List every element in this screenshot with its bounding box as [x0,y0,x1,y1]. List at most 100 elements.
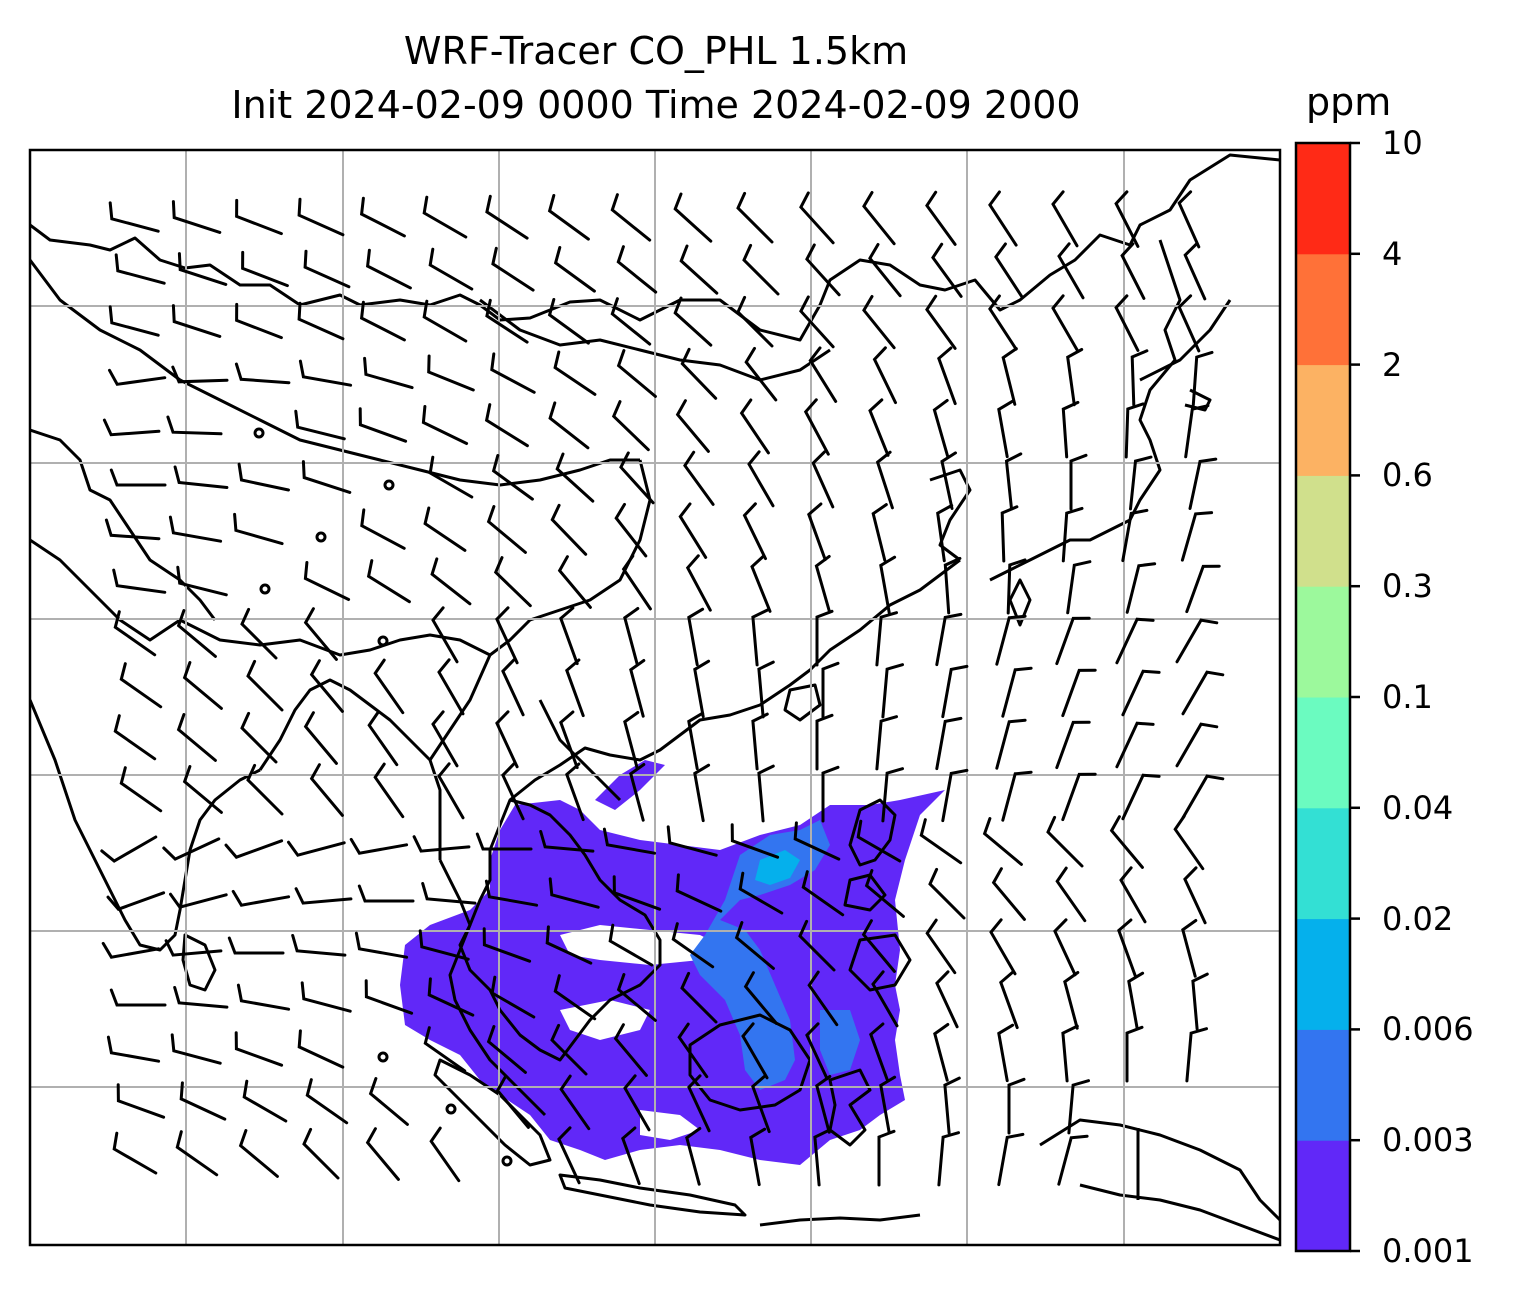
wind-barb [301,460,352,494]
wind-barb [303,711,338,765]
wind-barb [101,941,161,959]
wind-barb [559,1074,591,1131]
wind-barb [814,554,832,614]
map-title-line-1: WRF-Tracer CO_PHL 1.5km [403,29,909,73]
wind-barb [994,242,1024,299]
wind-barb [750,554,772,613]
wind-barb [730,823,780,859]
wind-barb [1181,670,1225,716]
wind-barbs [100,190,1225,1187]
wind-barb [495,1075,530,1129]
border-mongolia [479,298,831,382]
wind-barb [1007,1077,1026,1135]
wind-barb [877,1129,896,1187]
wind-barb [793,821,841,861]
wind-barb [862,295,896,350]
wind-barb [431,606,459,664]
wind-barb [673,192,713,243]
wind-barb [1115,617,1155,665]
wind-barb [166,415,223,436]
wind-barb [1051,294,1079,352]
wind-barb [113,610,157,657]
wind-barb [757,660,775,719]
wind-barb [685,554,712,612]
wind-barb [608,923,654,967]
coastline-philippines-visayas [843,873,887,912]
wind-barb [875,715,898,771]
wind-barb [1185,1027,1208,1083]
colorbar-tick-label: 4 [1382,234,1403,273]
wind-barb [925,918,957,975]
wind-barb [744,346,778,402]
wind-barb [359,300,406,342]
wind-barb [114,253,166,285]
wind-barb [881,767,904,823]
wind-barb [821,661,840,719]
wind-barb [687,711,705,771]
wind-barb [241,250,289,288]
wind-barb [427,354,475,392]
wind-barb [309,763,344,817]
wind-barb [673,296,713,347]
calm-wind-marker [315,531,327,543]
wind-barb [171,304,222,338]
wind-barb [237,462,290,492]
wind-barb [545,925,593,965]
wind-barb [623,607,640,666]
wind-barb [1004,452,1023,511]
wind-barb [305,1078,349,1125]
border-tibet [179,378,640,487]
wind-barb [294,409,346,441]
coastline-india-west [30,428,217,621]
wind-barb [879,1075,897,1135]
border-afghanistan [30,538,181,642]
wind-barb [1006,558,1027,615]
wind-barb [484,403,529,448]
calm-wind-marker [383,479,395,491]
wind-barb [881,663,904,719]
wind-barb [610,297,652,346]
colorbar-tick-label: 0.1 [1382,678,1433,716]
wind-barb [751,1074,771,1134]
colorbar-tick-label: 0.3 [1382,567,1433,606]
wind-barb [224,839,284,859]
calm-wind-marker [445,1103,457,1115]
tracer-concentration-field [400,760,945,1165]
wind-barb [799,295,835,349]
wind-barb [629,659,646,718]
wind-barb [112,1131,158,1175]
wind-barb [354,931,409,959]
wind-barb [937,346,957,406]
wind-barb [1188,457,1218,510]
wind-barb [988,190,1018,247]
colorbar-segment [1296,253,1350,366]
wind-barb [1001,347,1018,406]
wind-barb [363,356,414,390]
wind-barb [303,249,351,289]
wind-barb [423,506,467,552]
colorbar-tick-label: 2 [1382,345,1403,384]
wind-barb [565,658,585,718]
border-china-inner [489,459,652,657]
wind-barb [427,977,475,1017]
wind-barb [431,710,459,768]
coastline-philippines-mindanao [848,933,912,992]
wind-barb [490,352,536,394]
wind-barb [240,711,278,764]
wind-barb [997,1023,1015,1083]
wind-barb [1185,564,1221,614]
wind-barb [1119,866,1147,924]
wind-barb [491,454,534,501]
wind-barb [182,765,223,814]
wind-barb [365,248,412,290]
wind-barb [931,242,963,298]
coastline-sulawesi [828,1068,872,1147]
wind-barb [233,512,284,546]
wind-barb [104,518,161,541]
wind-barb [941,768,969,823]
wind-barb [303,561,351,601]
wind-barb [179,1081,227,1121]
wind-barb [173,986,229,1009]
wind-barb [360,508,406,550]
colorbar-tick-label: 0.003 [1382,1121,1474,1160]
